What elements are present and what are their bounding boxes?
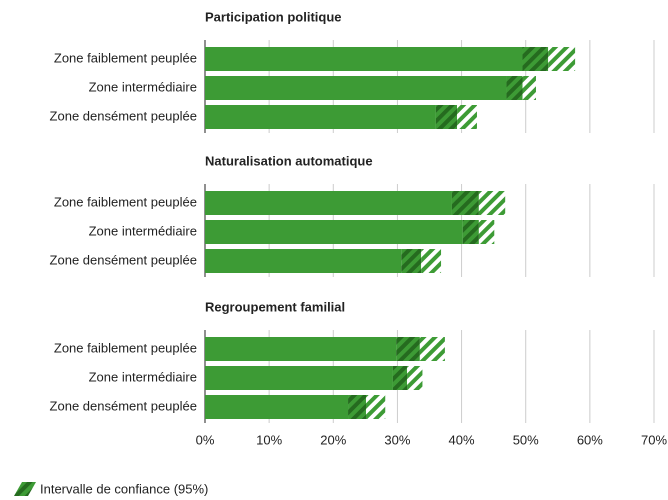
category-label: Zone faiblement peuplée [54,50,197,65]
ci-lower-segment [462,220,479,244]
ci-lower-segment [401,249,422,273]
category-label: Zone densément peuplée [50,252,197,267]
x-tick-label: 0% [196,432,215,447]
x-tick-label: 50% [513,432,539,447]
x-tick-label: 20% [320,432,346,447]
x-tick-label: 40% [449,432,475,447]
legend-label: Intervalle de confiance (95%) [40,481,208,496]
panel-title: Participation politique [205,9,342,24]
category-label: Zone intermédiaire [89,369,197,384]
bar [205,220,463,244]
category-label: Zone intermédiaire [89,223,197,238]
category-label: Zone faiblement peuplée [54,194,197,209]
ci-upper-segment [522,76,536,100]
ci-upper-segment [407,366,423,390]
category-label: Zone intermédiaire [89,79,197,94]
x-tick-label: 30% [384,432,410,447]
ci-upper-segment [548,47,576,71]
bar [205,395,349,419]
ci-upper-segment [478,220,495,244]
category-label: Zone densément peuplée [50,398,197,413]
ci-lower-segment [396,337,420,361]
ci-lower-segment [451,191,479,215]
bar [205,76,507,100]
bar [205,47,523,71]
ci-lower-segment [506,76,523,100]
x-tick-label: 70% [641,432,667,447]
bar [205,366,393,390]
ci-lower-segment [435,105,458,129]
ci-upper-segment [457,105,477,129]
panel-title: Naturalisation automatique [205,153,373,168]
bar [205,337,397,361]
category-label: Zone faiblement peuplée [54,340,197,355]
ci-lower-segment [522,47,549,71]
ci-upper-segment [419,337,445,361]
x-tick-label: 10% [256,432,282,447]
bar [205,105,436,129]
bar [205,191,452,215]
x-tick-label: 60% [577,432,603,447]
panel-title: Regroupement familial [205,299,345,314]
bar [205,249,402,273]
ci-upper-segment [421,249,442,273]
ci-upper-segment [365,395,386,419]
legend-icon [14,482,36,496]
category-label: Zone densément peuplée [50,108,197,123]
ci-lower-segment [348,395,366,419]
ci-lower-segment [392,366,408,390]
ci-upper-segment [478,191,506,215]
